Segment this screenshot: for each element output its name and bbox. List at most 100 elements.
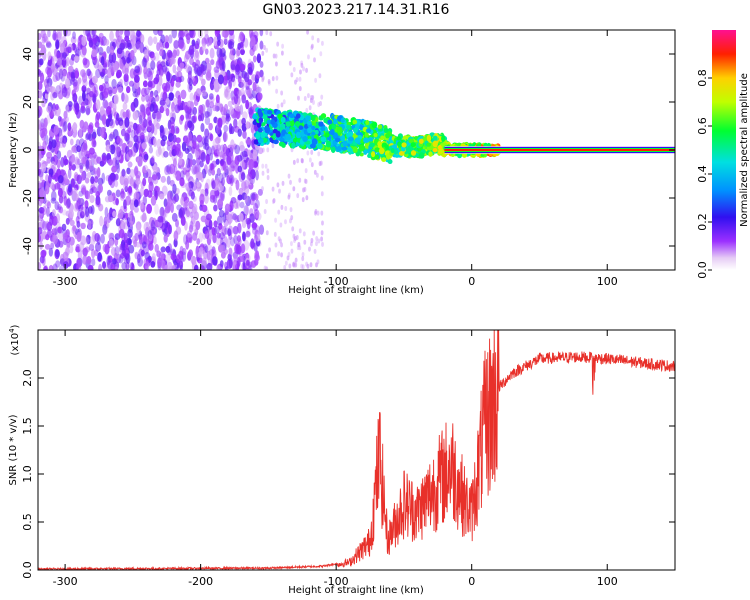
heatmap-noise-cell <box>67 122 72 132</box>
heatmap-signal-cell <box>314 117 319 122</box>
heatmap-noise-cell <box>65 103 70 112</box>
heatmap-noise-cell <box>222 131 227 143</box>
heatmap-noise-cell <box>160 206 165 217</box>
colorbar-ticks: 0.0 0.2 0.4 0.6 0.8 <box>696 69 712 279</box>
heatmap-noise-cell <box>173 40 179 50</box>
heatmap-noise-cell <box>178 208 183 219</box>
heatmap-noise-cell <box>203 110 210 119</box>
heatmap-noise-cell <box>234 65 241 75</box>
heatmap-noise-cell <box>145 106 151 116</box>
heatmap-noise-cell <box>159 105 165 114</box>
heatmap-noise-cell <box>84 190 91 200</box>
heatmap-noise-cell <box>188 249 194 258</box>
heatmap-noise-cell <box>178 157 183 166</box>
heatmap-noise-cell <box>141 241 147 249</box>
heatmap-noise-cell <box>206 69 212 79</box>
heatmap-noise-cell <box>222 75 228 86</box>
heatmap-noise-cell <box>211 226 216 236</box>
heatmap-noise-cell <box>143 135 149 143</box>
heatmap-noise-cell <box>216 264 221 270</box>
heatmap-noise-cell <box>77 77 82 84</box>
heatmap-noise-cell <box>144 251 151 261</box>
heatmap-noise-cell <box>123 177 129 188</box>
heatmap-noise-cell <box>237 165 243 173</box>
heatmap-noise-cell <box>129 135 134 146</box>
heatmap-faint-cell <box>293 238 296 244</box>
heatmap-noise-cell <box>58 265 65 270</box>
heatmap-noise-cell <box>207 37 213 46</box>
heatmap-noise-cell <box>194 264 199 270</box>
heatmap-faint-cell <box>306 30 309 35</box>
bottom-ytick-label: 0.0 <box>21 561 34 579</box>
heatmap-noise-cell <box>169 121 176 129</box>
heatmap-noise-cell <box>89 156 95 163</box>
heatmap-noise-cell <box>125 40 129 49</box>
heatmap-faint-cell <box>305 195 309 201</box>
heatmap-faint-cell <box>265 266 269 270</box>
heatmap-noise-cell <box>62 261 69 269</box>
heatmap-noise-cell <box>224 165 230 176</box>
heatmap-noise-cell <box>38 212 43 220</box>
heatmap-noise-cell <box>46 151 53 159</box>
heatmap-noise-cell <box>116 38 120 49</box>
heatmap-noise-cell <box>174 70 179 80</box>
heatmap-faint-cell <box>265 199 268 205</box>
heatmap-noise-cell <box>245 99 250 110</box>
heatmap-noise-cell <box>141 142 147 150</box>
heatmap-signal-cell <box>325 146 331 151</box>
heatmap-noise-cell <box>135 178 141 185</box>
heatmap-noise-cell <box>44 265 49 270</box>
heatmap-noise-cell <box>170 107 176 119</box>
heatmap-noise-cell <box>114 266 119 270</box>
bottom-ytick-label: 1.0 <box>21 465 34 483</box>
bottom-axis-ticks: -300 -200 -100 0 100 0.0 0.5 1.0 1.5 2.0 <box>21 330 675 588</box>
heatmap-noise-cell <box>175 76 182 84</box>
heatmap-faint-cell <box>277 209 281 215</box>
heatmap-noise-cell <box>222 212 227 223</box>
heatmap-faint-cell <box>292 262 296 268</box>
heatmap-noise-cell <box>62 251 69 261</box>
heatmap-noise-cell <box>58 206 64 214</box>
heatmap-noise-cell <box>82 247 88 257</box>
heatmap-signal-cell <box>437 144 442 150</box>
heatmap-faint-cell <box>284 206 288 212</box>
heatmap-noise-cell <box>143 68 149 78</box>
heatmap-noise-cell <box>219 232 225 240</box>
heatmap-faint-cell <box>278 188 281 194</box>
heatmap-noise-cell <box>166 175 171 186</box>
heatmap-faint-cell <box>315 236 319 242</box>
heatmap-signal-cell <box>396 136 401 141</box>
heatmap-noise-cell <box>116 162 121 174</box>
heatmap-noise-cell <box>198 246 204 256</box>
colorbar <box>712 30 736 270</box>
heatmap-faint-cell <box>315 262 318 268</box>
heatmap-signal-cell <box>366 128 372 133</box>
heatmap-noise-cell <box>111 86 118 95</box>
heatmap-noise-cell <box>85 132 91 140</box>
heatmap-noise-cell <box>136 253 141 264</box>
heatmap-noise-cell <box>237 77 242 84</box>
heatmap-noise-cell <box>172 183 177 194</box>
heatmap-noise-cell <box>101 172 106 184</box>
heatmap-signal-cell <box>252 114 258 120</box>
heatmap-noise-cell <box>150 195 157 206</box>
heatmap-noise-cell <box>38 168 41 176</box>
heatmap-noise-cell <box>159 193 165 200</box>
heatmap-noise-cell <box>74 156 80 165</box>
heatmap-noise-cell <box>259 40 264 50</box>
heatmap-noise-cell <box>79 162 84 170</box>
heatmap-noise-cell <box>96 111 101 121</box>
heatmap-noise-cell <box>152 164 158 173</box>
heatmap-noise-cell <box>247 66 253 75</box>
heatmap-noise-cell <box>202 142 207 150</box>
heatmap-noise-cell <box>78 95 83 106</box>
heatmap-faint-cell <box>290 72 294 78</box>
heatmap-faint-cell <box>320 210 324 216</box>
heatmap-signal-cell <box>389 140 394 145</box>
heatmap-noise-cell <box>102 99 108 109</box>
heatmap-noise-cell <box>153 137 157 147</box>
heatmap-noise-cell <box>257 92 263 101</box>
heatmap-noise-cell <box>142 56 147 67</box>
heatmap-noise-cell <box>192 203 198 214</box>
heatmap-noise-cell <box>240 172 246 181</box>
